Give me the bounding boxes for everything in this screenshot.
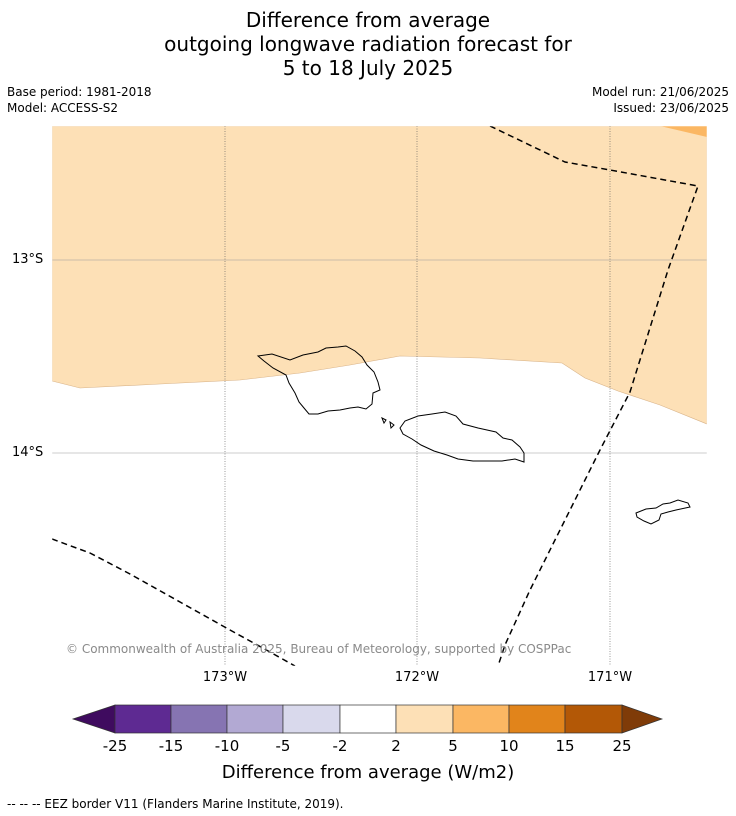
lon-label-172w: 172°W [394,670,440,685]
colorbar-tick: 10 [499,737,519,755]
colorbar-bin-2-5 [395,704,454,734]
island-manono [381,416,387,425]
colorbar-extend-low [71,704,116,734]
lon-label-171w: 171°W [587,670,633,685]
colorbar-bin-10-15 [508,704,566,734]
issued-text: Issued: 23/06/2025 [613,101,729,115]
lat-label-13s: 13°S [12,252,44,267]
colorbar-bin-5-10 [452,704,510,734]
meta-left: Base period: 1981-2018 Model: ACCESS-S2 [7,84,152,116]
coastlines [256,345,691,525]
colorbar-tick: 2 [391,737,401,755]
map-panel [52,126,707,666]
colorbar-bin-minus5-minus2 [282,704,341,734]
chart-title: Difference from average outgoing longwav… [0,8,736,80]
anomaly-region-5-to-10 [660,126,707,137]
colorbar-tick: 25 [612,737,632,755]
title-line-3: 5 to 18 July 2025 [282,56,454,80]
colorbar-tick: -15 [158,737,184,755]
colorbar-tick: 15 [555,737,575,755]
colorbar-tick: -5 [275,737,291,755]
island-upolu [399,411,525,463]
model-run-text: Model run: 21/06/2025 [591,85,729,99]
eez-border-line-west [52,538,296,666]
graticule [52,126,707,666]
eez-border [52,126,700,666]
colorbar-label: Difference from average (W/m2) [221,762,515,783]
colorbar-tick: -10 [214,737,240,755]
colorbar-bin-minus2-2 [339,704,397,734]
island-apolima [389,420,395,430]
lat-label-14s: 14°S [12,445,44,460]
eez-border-line-east [489,126,700,666]
island-tutuila [635,499,691,525]
lon-label-173w: 173°W [202,670,248,685]
model-text: Model: ACCESS-S2 [7,101,119,115]
colorbar [71,704,664,734]
colorbar-bin-minus10-minus5 [226,704,284,734]
colorbar-tick: -2 [332,737,348,755]
colorbar-bin-15-25 [564,704,623,734]
colorbar-extend-high [621,704,664,734]
anomaly-region-2-to-5 [52,126,707,425]
copyright-notice: © Commonwealth of Australia 2025, Bureau… [66,642,572,656]
meta-right: Model run: 21/06/2025 Issued: 23/06/2025 [592,84,729,116]
base-period-text: Base period: 1981-2018 [7,85,152,99]
title-line-2: outgoing longwave radiation forecast for [164,32,572,56]
colorbar-tick: -25 [102,737,128,755]
title-line-1: Difference from average [245,8,491,32]
colorbar-bin-minus25-minus15 [114,704,172,734]
colorbar-bin-minus15-minus10 [170,704,228,734]
eez-footnote: -- -- -- EEZ border V11 (Flanders Marine… [7,797,344,811]
colorbar-tick: 5 [448,737,458,755]
island-savaii [256,345,381,415]
